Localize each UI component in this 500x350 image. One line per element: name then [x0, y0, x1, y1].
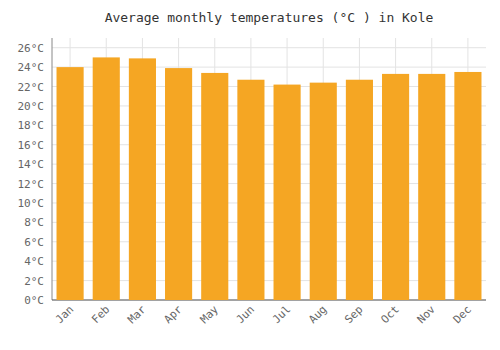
- grid-line: [52, 47, 486, 48]
- bar: [237, 80, 264, 300]
- x-tick-label: Mar: [125, 303, 149, 327]
- bar: [382, 74, 409, 300]
- y-tick-label: 2°C: [24, 275, 44, 288]
- x-tick-label: Feb: [89, 303, 112, 326]
- grid: [52, 38, 486, 300]
- x-tick-label: Sep: [342, 303, 365, 326]
- x-tick-label: Aug: [306, 303, 329, 326]
- x-tick-label: Jul: [270, 303, 293, 326]
- bar: [129, 58, 156, 300]
- y-tick-label: 4°C: [24, 255, 44, 268]
- y-tick-label: 0°C: [24, 294, 44, 307]
- x-tick-label: May: [198, 303, 222, 327]
- title: Average monthly temperatures (°C ) in Ko…: [105, 10, 434, 25]
- x-tick-label: Oct: [378, 303, 401, 326]
- y-tick-label: 16°C: [18, 139, 45, 152]
- y-tick-label: 14°C: [18, 158, 45, 171]
- y-tick-label: 10°C: [18, 197, 45, 210]
- y-tick-label: 20°C: [18, 100, 45, 113]
- bar: [165, 68, 192, 300]
- x-tick-label: Dec: [451, 303, 474, 326]
- bar: [418, 74, 445, 300]
- y-tick-label: 6°C: [24, 236, 44, 249]
- y-tick-label: 24°C: [18, 61, 45, 74]
- chart: 0°C 2°C 4°C 6°C 8°C 10°C 12°C 14°C 16°C 18°C 20°C 2…: [0, 0, 500, 350]
- y-tick-label: 18°C: [18, 119, 45, 132]
- y-tick-label: 8°C: [24, 216, 44, 229]
- x-tick-label: Apr: [161, 303, 185, 327]
- bar: [346, 80, 373, 300]
- y-tick-label: 12°C: [18, 178, 45, 191]
- y-tick-label: 22°C: [18, 81, 45, 94]
- bar: [93, 57, 120, 300]
- x-tick-label: Jun: [234, 303, 257, 326]
- x-tick-label: Jan: [53, 303, 76, 326]
- y-tick-label: 26°C: [18, 42, 45, 55]
- bar: [454, 72, 481, 300]
- bar: [201, 73, 228, 300]
- bar: [57, 67, 84, 300]
- bar: [310, 83, 337, 300]
- bars: [57, 57, 482, 300]
- axes: 0°C 2°C 4°C 6°C 8°C 10°C 12°C 14°C 16°C 18°C 20°C 2…: [18, 38, 487, 326]
- bar: [274, 85, 301, 300]
- y-axis-line: [52, 38, 53, 300]
- x-tick-label: Nov: [415, 303, 439, 327]
